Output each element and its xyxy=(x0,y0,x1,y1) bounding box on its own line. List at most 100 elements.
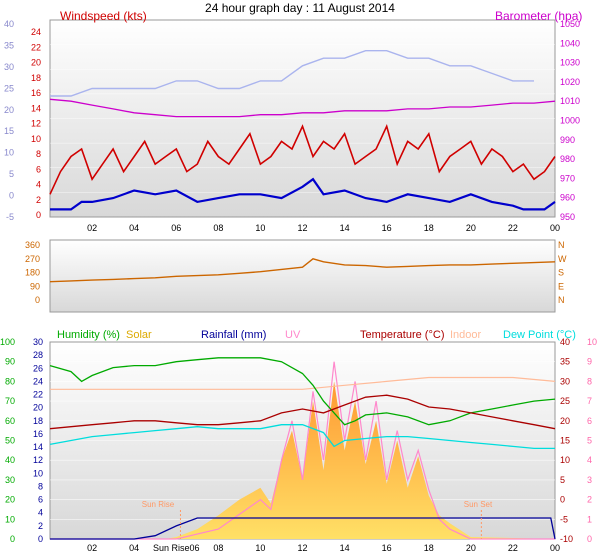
barometer-tick-label: 970 xyxy=(560,173,575,183)
x-tick-label: 12 xyxy=(297,543,307,553)
humidity-tick-label: 100 xyxy=(0,337,15,347)
barometer-line xyxy=(49,98,556,118)
rainfall-tick-label: 24 xyxy=(33,376,43,386)
barometer-tick-label: 1010 xyxy=(560,96,580,106)
temperature-tick-label: 35 xyxy=(560,357,570,367)
direction-tick-label: 180 xyxy=(25,268,40,278)
windspeed-tick-label: 8 xyxy=(36,149,41,159)
temperature-tick-label: 5 xyxy=(560,475,565,485)
dewpoint-line xyxy=(49,424,555,450)
x-tick-label: 20 xyxy=(466,543,476,553)
x-tick-label: 08 xyxy=(213,223,223,233)
rainfall-tick-label: 22 xyxy=(33,390,43,400)
windspeed-tick-label: 22 xyxy=(31,42,41,52)
barometer-tick-label: 1050 xyxy=(560,19,580,29)
rainfall-tick-label: 4 xyxy=(38,508,43,518)
legend-item: UV xyxy=(285,329,301,341)
barometer-tick-label: 960 xyxy=(560,193,575,203)
gust-tick-label: 35 xyxy=(4,40,14,50)
uv-tick-label: 9 xyxy=(587,357,592,367)
temperature-tick-label: 40 xyxy=(560,337,570,347)
barometer-tick-label: 990 xyxy=(560,135,575,145)
x-tick-label: 12 xyxy=(297,223,307,233)
gust-tick-label: 25 xyxy=(4,83,14,93)
barometer-tick-label: 1030 xyxy=(560,58,580,68)
windspeed-tick-label: 20 xyxy=(31,58,41,68)
uv-tick-label: 8 xyxy=(587,376,592,386)
gust-tick-label: 10 xyxy=(4,148,14,158)
x-tick-label: 20 xyxy=(466,223,476,233)
windspeed-tick-label: 4 xyxy=(36,180,41,190)
humidity-tick-label: 0 xyxy=(10,534,15,544)
rainfall-tick-label: 28 xyxy=(33,350,43,360)
windspeed-line xyxy=(49,123,556,195)
humidity-line xyxy=(49,357,556,426)
humidity-tick-label: 40 xyxy=(5,455,15,465)
barometer-tick-label: 1040 xyxy=(560,38,580,48)
humidity-tick-label: 60 xyxy=(5,416,15,426)
rainfall-tick-label: 20 xyxy=(33,403,43,413)
humidity-tick-label: 30 xyxy=(5,475,15,485)
x-tick-label: 16 xyxy=(382,223,392,233)
windspeed-tick-label: 18 xyxy=(31,73,41,83)
x-tick-label: 16 xyxy=(382,543,392,553)
rainfall-tick-label: 14 xyxy=(33,442,43,452)
humidity-tick-label: 70 xyxy=(5,396,15,406)
temperature-tick-label: 20 xyxy=(560,416,570,426)
windspeed-tick-label: 24 xyxy=(31,27,41,37)
uv-tick-label: 7 xyxy=(587,396,592,406)
compass-tick-label: W xyxy=(558,254,567,264)
gust-tick-label: 0 xyxy=(9,191,14,201)
sun-set-label: Sun Set xyxy=(464,500,493,509)
temperature-line xyxy=(49,394,556,430)
x-tick-label: 10 xyxy=(255,543,265,553)
rainfall-tick-label: 8 xyxy=(38,481,43,491)
compass-tick-label: N xyxy=(558,240,565,250)
temperature-tick-label: 25 xyxy=(560,396,570,406)
panel-wind: Windspeed (kts) Barometer (hpa) 02468101… xyxy=(4,9,582,233)
humidity-tick-label: 50 xyxy=(5,436,15,446)
windspeed-tick-label: 6 xyxy=(36,164,41,174)
temperature-tick-label: -5 xyxy=(560,514,568,524)
legend-item: Temperature (°C) xyxy=(360,329,444,341)
gust-tick-label: 5 xyxy=(9,169,14,179)
x-tick-label: Sun Rise06 xyxy=(153,543,200,553)
x-tick-label: 04 xyxy=(129,543,139,553)
temperature-tick-label: 0 xyxy=(560,495,565,505)
uv-tick-label: 0 xyxy=(587,534,592,544)
direction-tick-label: 0 xyxy=(35,295,40,305)
compass-tick-label: S xyxy=(558,268,564,278)
windspeed-tick-label: 14 xyxy=(31,103,41,113)
windspeed-tick-label: 0 xyxy=(36,210,41,220)
windspeed-tick-label: 10 xyxy=(31,134,41,144)
rainfall-tick-label: 16 xyxy=(33,429,43,439)
x-tick-label: 02 xyxy=(87,543,97,553)
uv-tick-label: 2 xyxy=(587,495,592,505)
uv-tick-label: 5 xyxy=(587,436,592,446)
uv-tick-label: 1 xyxy=(587,514,592,524)
windspeed-tick-label: 16 xyxy=(31,88,41,98)
rainfall-tick-label: 0 xyxy=(38,534,43,544)
indoor-line xyxy=(50,376,556,390)
x-tick-label: 22 xyxy=(508,223,518,233)
x-tick-label: 18 xyxy=(424,543,434,553)
x-tick-label: 14 xyxy=(340,223,350,233)
sun-rise-label: Sun Rise xyxy=(142,500,175,509)
uv-tick-label: 3 xyxy=(587,475,592,485)
barometer-tick-label: 980 xyxy=(560,154,575,164)
panel-temperature: Humidity (%) Solar Rainfall (mm) UV Temperat… xyxy=(0,329,597,553)
rainfall-tick-label: 10 xyxy=(33,468,43,478)
x-tick-label: 14 xyxy=(340,543,350,553)
direction-tick-label: 360 xyxy=(25,240,40,250)
uv-tick-label: 10 xyxy=(587,337,597,347)
solar-area xyxy=(50,381,555,539)
legend-item: Rainfall (mm) xyxy=(201,329,266,341)
windspeed-tick-label: 12 xyxy=(31,119,41,129)
x-tick-label: 22 xyxy=(508,543,518,553)
temperature-tick-label: 15 xyxy=(560,436,570,446)
wind-average-line xyxy=(50,177,556,211)
uv-line xyxy=(50,361,555,540)
gust-tick-label: 20 xyxy=(4,105,14,115)
x-tick-label: 06 xyxy=(171,223,181,233)
